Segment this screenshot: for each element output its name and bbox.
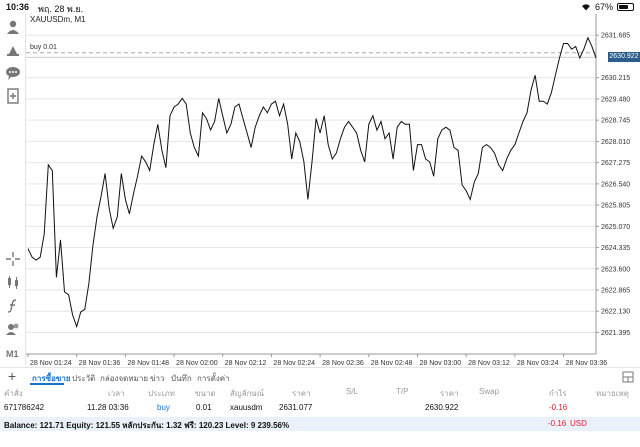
y-tick-label: 2627.275 — [601, 160, 630, 167]
active-tab-indicator — [30, 383, 64, 385]
status-indicators: 67% — [581, 2, 634, 12]
battery-percent: 67% — [594, 2, 613, 12]
balance-bar: Balance: 121.71 Equity: 121.55 หลักประกั… — [0, 417, 640, 431]
col-size: ขนาด — [195, 389, 216, 398]
tab-settings[interactable]: การตั้งค่า — [197, 374, 230, 383]
y-tick-label: 2626.540 — [601, 181, 630, 188]
row-profit: -0.16 — [549, 403, 568, 412]
x-tick-label: 28 Nov 03:12 — [468, 360, 510, 367]
chart-canvas: 2631.685 2630.215 2629.480 2628.745 2628.010… — [26, 14, 630, 367]
order-line-label: buy 0.01 — [30, 43, 57, 51]
x-tick-label: 28 Nov 02:12 — [225, 360, 267, 367]
col-symbol: สัญลักษณ์ — [230, 389, 265, 398]
status-date: พฤ. 28 พ.ย. — [38, 4, 84, 14]
y-tick-label: 2622.865 — [601, 288, 630, 295]
x-tick-label: 28 Nov 01:48 — [127, 360, 169, 367]
row-order: 671786242 — [4, 403, 45, 412]
row-time: 11.28 03:36 — [87, 403, 129, 412]
x-tick-label: 28 Nov 03:24 — [517, 360, 559, 367]
x-tick-label: 28 Nov 02:48 — [371, 360, 413, 367]
function-icon[interactable] — [4, 297, 22, 315]
layout-icon[interactable] — [622, 371, 634, 383]
y-tick-label: 2628.745 — [601, 118, 630, 125]
timeframe-button[interactable]: M1 — [6, 349, 19, 359]
crosshair-icon[interactable] — [4, 250, 22, 268]
tab-mailbox[interactable]: กล่องจดหมาย — [100, 374, 149, 383]
y-tick-label: 2624.335 — [601, 245, 630, 252]
y-tick-label: 2621.395 — [601, 330, 630, 337]
bottom-tabs: + การซื้อขาย ประวัติ กล่องจดหมาย ข่าว บั… — [0, 367, 640, 385]
candles-icon[interactable] — [4, 273, 22, 291]
person-add-icon[interactable] — [4, 18, 22, 36]
col-time: เวลา — [108, 389, 125, 398]
x-tick-label: 28 Nov 02:00 — [176, 360, 218, 367]
col-sl: S/L — [346, 387, 359, 396]
tab-journal[interactable]: บันทึก — [171, 374, 192, 383]
tab-history[interactable]: ประวัติ — [72, 374, 96, 383]
col-comment: หมายเหตุ — [596, 389, 629, 398]
y-tick-label: 2631.685 — [601, 33, 630, 40]
current-price-tag: 2630.922 — [608, 52, 640, 63]
status-time: 10:36 — [6, 2, 30, 12]
price-chart[interactable]: 2631.685 2630.215 2629.480 2628.745 2628.010… — [26, 14, 640, 370]
row-type: buy — [157, 403, 170, 412]
trade-icon[interactable] — [4, 41, 22, 59]
chat-icon[interactable] — [4, 64, 22, 82]
col-swap: Swap — [479, 387, 500, 396]
y-tick-label: 2629.480 — [601, 96, 630, 103]
row-price-open: 2631.077 — [279, 403, 313, 412]
x-tick-label: 28 Nov 02:24 — [273, 360, 315, 367]
col-type: ประเภท — [148, 389, 175, 398]
col-tp: T/P — [396, 387, 409, 396]
row-price-current: 2630.922 — [425, 403, 459, 412]
wifi-icon — [581, 4, 590, 11]
col-price: ราคา — [292, 389, 311, 398]
positions-table-header: คำสั่ง เวลา ประเภท ขนาด สัญลักษณ์ ราคา S… — [0, 385, 640, 399]
add-button[interactable]: + — [8, 368, 17, 384]
row-size: 0.01 — [196, 403, 212, 412]
col-price-current: ราคา — [440, 389, 459, 398]
status-bar: 10:36 พฤ. 28 พ.ย. 67% — [0, 0, 640, 14]
y-tick-label: 2628.010 — [601, 139, 630, 146]
x-tick-label: 28 Nov 01:36 — [79, 360, 121, 367]
x-tick-label: 28 Nov 03:36 — [566, 360, 608, 367]
balance-summary: Balance: 121.71 Equity: 121.55 หลักประกั… — [4, 421, 290, 430]
row-symbol: xauusdm — [230, 403, 263, 412]
y-tick-label: 2625.070 — [601, 224, 630, 231]
battery-icon — [617, 3, 634, 11]
price-series-line — [27, 36, 597, 329]
new-doc-icon[interactable] — [4, 87, 22, 105]
left-toolbar: M1 — [0, 14, 26, 364]
col-profit: กำไร — [549, 389, 567, 398]
total-profit: -0.16 — [548, 419, 567, 428]
y-tick-label: 2630.215 — [601, 75, 630, 82]
objects-icon[interactable] — [4, 320, 22, 338]
y-tick-label: 2623.600 — [601, 266, 630, 273]
tab-trade[interactable]: การซื้อขาย — [32, 374, 71, 383]
y-tick-label: 2625.805 — [601, 203, 630, 210]
account-currency: USD — [570, 419, 587, 428]
table-row[interactable]: 671786242 11.28 03:36 buy 0.01 xauusdm 2… — [0, 401, 640, 415]
chart-symbol-label: XAUUSDm, M1 — [30, 15, 86, 24]
x-tick-label: 28 Nov 01:24 — [30, 360, 72, 367]
battery-fill — [619, 5, 628, 9]
col-order: คำสั่ง — [4, 389, 23, 398]
x-tick-label: 28 Nov 03:00 — [419, 360, 461, 367]
tab-news[interactable]: ข่าว — [150, 374, 165, 383]
x-tick-label: 28 Nov 02:36 — [322, 360, 364, 367]
y-tick-label: 2622.130 — [601, 309, 630, 316]
